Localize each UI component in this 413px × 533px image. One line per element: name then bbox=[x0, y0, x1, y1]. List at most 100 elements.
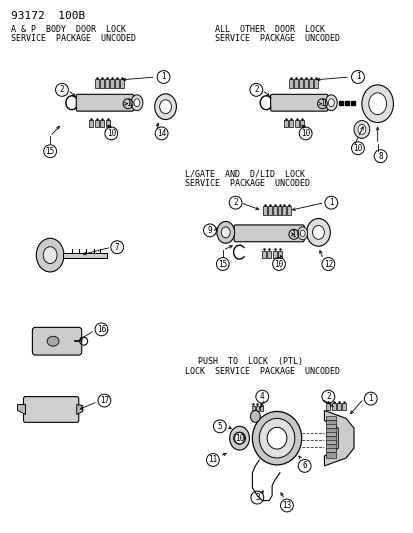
FancyBboxPatch shape bbox=[325, 452, 335, 458]
FancyBboxPatch shape bbox=[325, 444, 335, 450]
FancyBboxPatch shape bbox=[283, 120, 287, 127]
FancyBboxPatch shape bbox=[119, 79, 123, 88]
FancyBboxPatch shape bbox=[267, 206, 271, 215]
FancyBboxPatch shape bbox=[325, 440, 335, 444]
Text: 2: 2 bbox=[233, 198, 237, 207]
Text: 1: 1 bbox=[126, 99, 130, 108]
FancyBboxPatch shape bbox=[325, 421, 335, 426]
Text: 17: 17 bbox=[100, 396, 109, 405]
FancyBboxPatch shape bbox=[309, 79, 312, 88]
Ellipse shape bbox=[368, 93, 386, 115]
Text: 10: 10 bbox=[234, 434, 244, 443]
Text: 10: 10 bbox=[352, 144, 362, 153]
Text: 11: 11 bbox=[208, 456, 217, 464]
Ellipse shape bbox=[299, 230, 304, 237]
Ellipse shape bbox=[297, 227, 307, 240]
Text: 15: 15 bbox=[45, 147, 55, 156]
Ellipse shape bbox=[259, 418, 294, 458]
Ellipse shape bbox=[266, 427, 286, 449]
Text: 4: 4 bbox=[259, 392, 264, 401]
Text: 10: 10 bbox=[300, 129, 309, 138]
FancyBboxPatch shape bbox=[294, 120, 298, 127]
FancyBboxPatch shape bbox=[261, 251, 265, 257]
FancyBboxPatch shape bbox=[24, 397, 78, 422]
Ellipse shape bbox=[306, 219, 330, 246]
FancyBboxPatch shape bbox=[278, 251, 282, 257]
FancyBboxPatch shape bbox=[255, 406, 258, 411]
FancyBboxPatch shape bbox=[251, 406, 254, 411]
Text: A & P  BODY  DOOR  LOCK: A & P BODY DOOR LOCK bbox=[11, 25, 126, 34]
Polygon shape bbox=[17, 405, 26, 415]
FancyBboxPatch shape bbox=[270, 94, 327, 111]
FancyBboxPatch shape bbox=[76, 94, 133, 111]
FancyBboxPatch shape bbox=[325, 429, 335, 434]
FancyBboxPatch shape bbox=[325, 416, 335, 421]
Text: 93172  100B: 93172 100B bbox=[11, 11, 85, 21]
Text: 2: 2 bbox=[254, 85, 258, 94]
Text: 5: 5 bbox=[217, 422, 222, 431]
Text: PUSH  TO  LOCK  (PTL): PUSH TO LOCK (PTL) bbox=[198, 357, 302, 366]
FancyBboxPatch shape bbox=[272, 206, 276, 215]
FancyBboxPatch shape bbox=[100, 79, 104, 88]
Ellipse shape bbox=[328, 99, 333, 107]
Text: LOCK  SERVICE  PACKAGE  UNCODED: LOCK SERVICE PACKAGE UNCODED bbox=[185, 367, 339, 376]
Ellipse shape bbox=[361, 85, 392, 123]
FancyBboxPatch shape bbox=[114, 79, 119, 88]
Ellipse shape bbox=[43, 247, 57, 263]
Text: 10: 10 bbox=[274, 260, 283, 269]
Text: 6: 6 bbox=[301, 462, 306, 471]
FancyBboxPatch shape bbox=[282, 206, 286, 215]
FancyBboxPatch shape bbox=[325, 403, 329, 410]
Text: 16: 16 bbox=[97, 325, 106, 334]
Text: 2: 2 bbox=[325, 392, 330, 401]
FancyBboxPatch shape bbox=[32, 327, 81, 355]
FancyBboxPatch shape bbox=[100, 120, 104, 127]
Ellipse shape bbox=[221, 227, 230, 238]
FancyBboxPatch shape bbox=[104, 79, 109, 88]
FancyBboxPatch shape bbox=[325, 448, 335, 452]
Ellipse shape bbox=[229, 426, 249, 450]
FancyBboxPatch shape bbox=[325, 436, 335, 442]
FancyBboxPatch shape bbox=[95, 79, 99, 88]
FancyBboxPatch shape bbox=[234, 225, 304, 242]
Text: 9: 9 bbox=[207, 226, 212, 235]
FancyBboxPatch shape bbox=[325, 424, 335, 429]
Ellipse shape bbox=[357, 125, 365, 134]
Ellipse shape bbox=[159, 100, 171, 114]
Text: SERVICE  PACKAGE  UNCODED: SERVICE PACKAGE UNCODED bbox=[214, 35, 339, 44]
Text: 1: 1 bbox=[161, 72, 166, 82]
Polygon shape bbox=[63, 253, 107, 257]
Polygon shape bbox=[76, 405, 83, 415]
FancyBboxPatch shape bbox=[325, 432, 335, 436]
Text: 12: 12 bbox=[323, 260, 332, 269]
FancyBboxPatch shape bbox=[289, 79, 293, 88]
Text: 15: 15 bbox=[218, 260, 227, 269]
Ellipse shape bbox=[47, 336, 59, 346]
Ellipse shape bbox=[250, 410, 260, 422]
Ellipse shape bbox=[353, 120, 369, 139]
Ellipse shape bbox=[216, 222, 234, 243]
FancyBboxPatch shape bbox=[272, 251, 276, 257]
Text: 2: 2 bbox=[59, 85, 64, 94]
FancyBboxPatch shape bbox=[105, 120, 109, 127]
Text: 1: 1 bbox=[328, 198, 333, 207]
Text: 14: 14 bbox=[157, 129, 166, 138]
FancyBboxPatch shape bbox=[336, 403, 340, 410]
Ellipse shape bbox=[154, 94, 176, 119]
FancyBboxPatch shape bbox=[294, 79, 297, 88]
FancyBboxPatch shape bbox=[331, 403, 335, 410]
Ellipse shape bbox=[325, 95, 337, 111]
FancyBboxPatch shape bbox=[288, 120, 292, 127]
FancyBboxPatch shape bbox=[287, 206, 291, 215]
Ellipse shape bbox=[131, 95, 142, 111]
FancyBboxPatch shape bbox=[304, 79, 307, 88]
Polygon shape bbox=[324, 410, 353, 466]
Text: 1: 1 bbox=[368, 394, 372, 403]
FancyBboxPatch shape bbox=[299, 79, 302, 88]
Text: 1: 1 bbox=[355, 72, 359, 82]
FancyBboxPatch shape bbox=[277, 206, 281, 215]
Text: 1: 1 bbox=[319, 99, 324, 108]
Text: 13: 13 bbox=[282, 501, 291, 510]
Text: ALL  OTHER  DOOR  LOCK: ALL OTHER DOOR LOCK bbox=[214, 25, 324, 34]
FancyBboxPatch shape bbox=[267, 251, 271, 257]
